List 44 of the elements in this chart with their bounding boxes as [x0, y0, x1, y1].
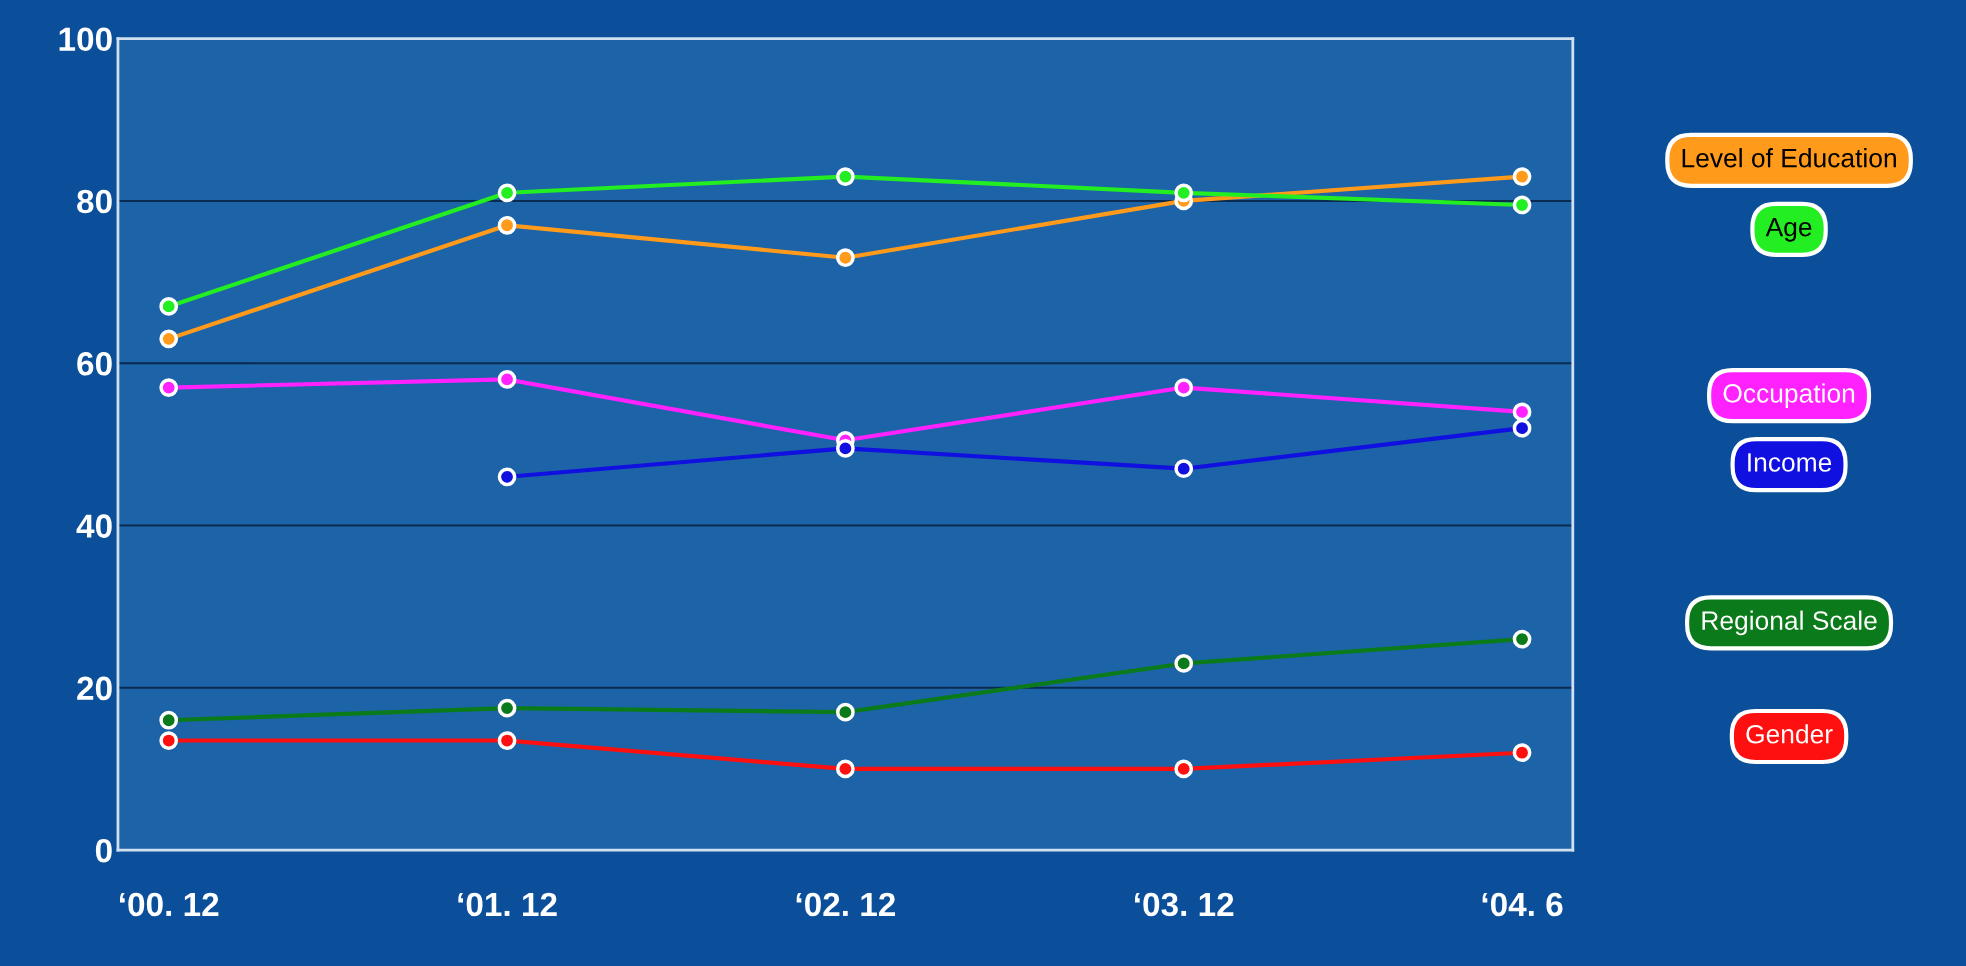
y-tick-label: 40 [76, 514, 112, 538]
point [1512, 167, 1532, 186]
point [159, 710, 179, 730]
point [1174, 459, 1194, 479]
y-tick-label: 20 [77, 676, 112, 701]
x-tick-label: ‘01. 12 [458, 892, 557, 917]
point [1174, 759, 1194, 779]
y-tick-label: 0 [95, 838, 112, 863]
point [1512, 629, 1532, 649]
point [497, 183, 517, 203]
point [1512, 418, 1532, 438]
point [159, 378, 179, 397]
point [159, 731, 179, 750]
text: Income [1748, 453, 1832, 472]
text: Age [1765, 218, 1812, 242]
y-tick-label: 100 [59, 27, 112, 52]
point [836, 167, 855, 186]
text: Level of Education [1682, 148, 1896, 168]
point [836, 248, 855, 268]
point [1174, 378, 1194, 397]
point [1174, 183, 1194, 203]
point [1512, 743, 1532, 763]
point [1512, 195, 1532, 215]
x-tick-label: ‘00. 12 [120, 892, 219, 917]
text: Gender [1746, 724, 1833, 744]
x-tick-label: ‘02. 12 [796, 892, 896, 917]
x-tick-label: ‘04. 6 [1482, 892, 1563, 917]
point [497, 698, 517, 718]
point [159, 297, 179, 316]
point [1174, 654, 1194, 673]
point [1512, 402, 1532, 422]
x-tick-label: ‘03. 12 [1135, 892, 1234, 917]
point [836, 439, 855, 458]
point [497, 731, 517, 750]
point [497, 215, 517, 235]
point [497, 370, 517, 389]
point [836, 702, 855, 722]
text: Occupation [1723, 383, 1855, 408]
y-tick-label: 60 [77, 352, 112, 376]
y-tick-label: 80 [77, 189, 112, 214]
text: Regional Scale [1702, 610, 1877, 636]
point [497, 467, 517, 487]
point [836, 759, 855, 779]
point [159, 329, 179, 349]
